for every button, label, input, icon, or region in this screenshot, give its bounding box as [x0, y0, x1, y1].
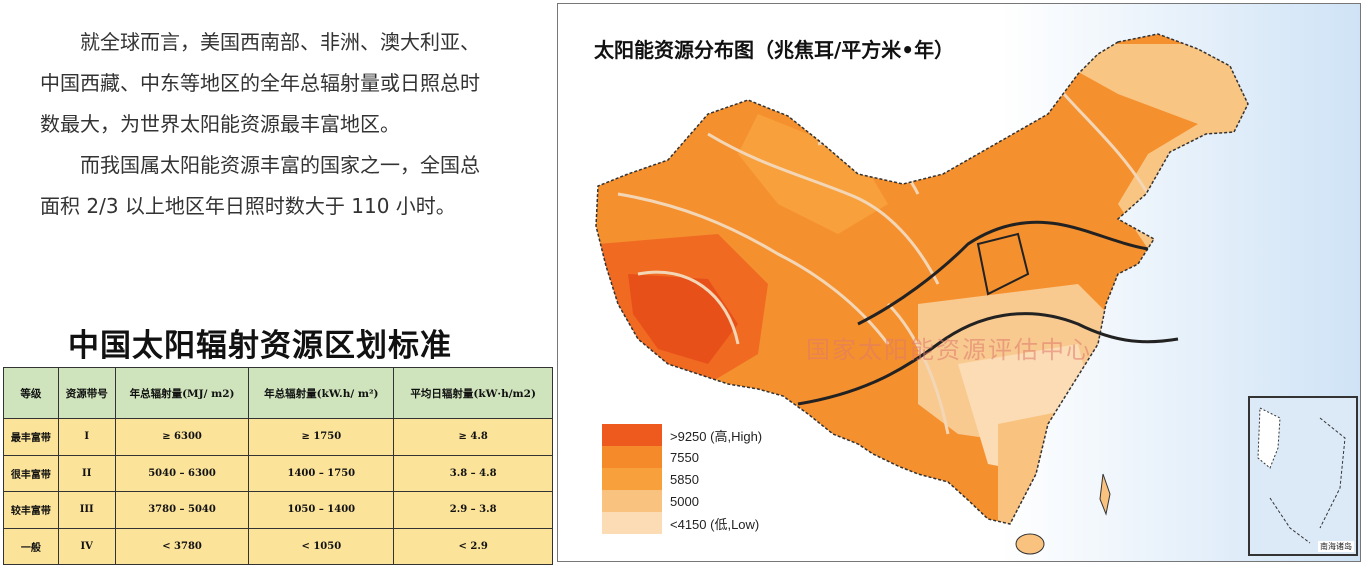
cell-annual-mj: ≥ 6300 — [114, 418, 250, 456]
legend-item: 7550 — [602, 446, 762, 468]
legend-label: >9250 (高,High) — [670, 428, 763, 444]
radiation-standard-table: 等级 资源带号 年总辐射量(MJ/ m2) 年总辐射量(kW.h/ m²) 平均… — [3, 367, 553, 565]
legend-swatch — [602, 512, 662, 534]
table-row: 一般 IV < 3780 < 1050 < 2.9 — [3, 527, 553, 565]
map-title: 太阳能资源分布图（兆焦耳/平方米•年） — [594, 38, 955, 62]
legend-item: <4150 (低,Low) — [602, 512, 762, 534]
yangtze-river — [797, 312, 1179, 406]
legend-label: 5850 — [670, 471, 699, 487]
table-title: 中国太阳辐射资源区划标准 — [68, 328, 452, 364]
taiwan-island — [1099, 473, 1111, 516]
cell-daily-kwh: 2.9 – 3.8 — [393, 491, 553, 529]
contour-line — [886, 302, 950, 435]
header-daily-kwh: 平均日辐射量(kW·h/m2) — [393, 367, 553, 419]
table-row: 最丰富带 I ≥ 6300 ≥ 1750 ≥ 4.8 — [3, 418, 553, 456]
legend-label: 7550 — [670, 449, 699, 465]
legend-swatch — [602, 446, 662, 468]
table-row: 较丰富带 III 3780 – 5040 1050 – 1400 2.9 – 3… — [3, 491, 553, 529]
intro-paragraph-2: 而我国属太阳能资源丰富的国家之一，全国总面积 2/3 以上地区年日照时数大于 1… — [40, 153, 480, 218]
intro-text: 就全球而言，美国西南部、非洲、澳大利亚、中国西藏、中东等地区的全年总辐射量或日照… — [40, 22, 490, 227]
cell-annual-kwh: 1400 – 1750 — [248, 454, 395, 492]
cell-daily-kwh: ≥ 4.8 — [393, 418, 553, 456]
contour-line — [637, 270, 740, 345]
tibet-peak-zone — [628, 274, 738, 364]
cell-daily-kwh: 3.8 – 4.8 — [393, 454, 553, 492]
table-header-row: 等级 资源带号 年总辐射量(MJ/ m2) 年总辐射量(kW.h/ m²) 平均… — [3, 367, 553, 419]
legend-item: 5000 — [602, 490, 762, 512]
cell-daily-kwh: < 2.9 — [393, 527, 553, 565]
legend-label: <4150 (低,Low) — [670, 516, 760, 532]
cell-annual-mj: 3780 – 5040 — [114, 491, 250, 529]
legend-swatch — [602, 468, 662, 490]
inset-label: 南海诸岛 — [1318, 541, 1354, 552]
legend-swatch — [602, 490, 662, 512]
contour-line — [617, 192, 890, 345]
inset-graphic — [1257, 407, 1346, 544]
legend-swatch — [602, 424, 662, 446]
xinjiang-zone — [738, 114, 888, 234]
header-annual-mj: 年总辐射量(MJ/ m2) — [114, 367, 250, 419]
cell-level: 很丰富带 — [3, 454, 59, 492]
map-legend: >9250 (高,High) 7550 5850 5000 <4150 (低,L… — [602, 424, 762, 534]
table-row: 很丰富带 II 5040 – 6300 1400 – 1750 3.8 – 4.… — [3, 454, 553, 492]
solar-map: 太阳能资源分布图（兆焦耳/平方米•年） 国家太阳能资源评估中心 >9250 (高… — [557, 3, 1361, 562]
cell-level: 较丰富带 — [3, 491, 59, 529]
header-band: 资源带号 — [57, 367, 116, 419]
map-watermark: 国家太阳能资源评估中心 — [806, 336, 1092, 364]
cell-annual-kwh: < 1050 — [248, 527, 395, 565]
cell-band: II — [57, 454, 116, 492]
header-level: 等级 — [3, 367, 59, 419]
cell-level: 最丰富带 — [3, 418, 59, 456]
cell-band: IV — [57, 527, 116, 565]
cell-band: III — [57, 491, 116, 529]
cell-band: I — [57, 418, 116, 456]
intro-paragraph-1: 就全球而言，美国西南部、非洲、澳大利亚、中国西藏、中东等地区的全年总辐射量或日照… — [40, 30, 480, 136]
china-boundary — [595, 33, 1249, 525]
river-loop — [976, 232, 1030, 296]
legend-label: 5000 — [670, 493, 699, 509]
hainan-island — [1015, 533, 1045, 555]
yellow-river — [857, 220, 1149, 326]
cell-annual-kwh: ≥ 1750 — [248, 418, 395, 456]
header-annual-kwh: 年总辐射量(kW.h/ m²) — [248, 367, 395, 419]
cell-annual-mj: 5040 – 6300 — [114, 454, 250, 492]
cell-annual-kwh: 1050 – 1400 — [248, 491, 395, 529]
south-china-sea-inset: 南海诸岛 — [1248, 396, 1358, 556]
legend-item: >9250 (高,High) — [602, 424, 762, 446]
map-graphic — [558, 4, 1360, 561]
cell-annual-mj: < 3780 — [114, 527, 250, 565]
legend-item: 5850 — [602, 468, 762, 490]
cell-level: 一般 — [3, 527, 59, 565]
contour-line — [707, 132, 940, 285]
